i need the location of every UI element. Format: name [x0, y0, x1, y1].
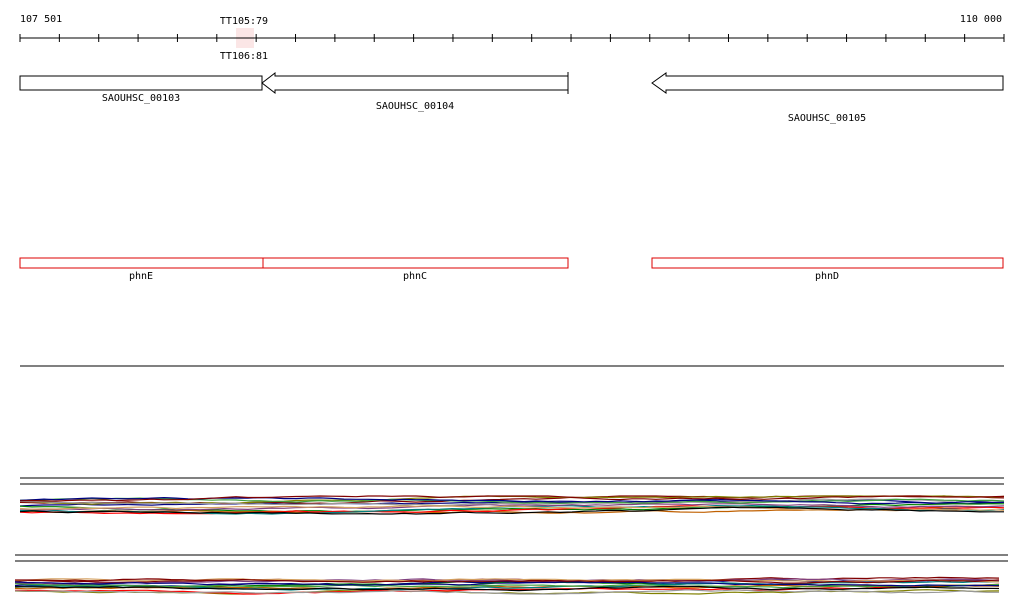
coverage-line [19, 502, 1005, 511]
marker-label: TT105:79 [220, 16, 268, 27]
marker-label: TT106:81 [220, 51, 268, 62]
coverage-line [19, 505, 1005, 515]
coverage-line [19, 506, 1004, 515]
coverage-tracks [14, 495, 1005, 595]
feature-box [262, 257, 569, 269]
gene-label: SAOUHSC_00104 [376, 101, 454, 112]
feature-label: phnD [815, 271, 839, 282]
coverage-line [19, 498, 1005, 507]
gene-label: SAOUHSC_00105 [788, 113, 866, 124]
coverage-line [14, 583, 1000, 595]
feature-box [19, 257, 264, 269]
coverage-line [14, 589, 999, 595]
ruler-end: 110 000 [960, 14, 1002, 25]
feature-label: phnC [403, 271, 427, 282]
coverage-line [19, 495, 1005, 502]
ruler-ticks [19, 34, 1005, 42]
gene-label: SAOUHSC_00103 [102, 93, 180, 104]
coverage-line [14, 583, 1000, 589]
gene-arrow [19, 75, 263, 91]
feature-label: phnE [129, 271, 153, 282]
coverage-line [15, 578, 1000, 584]
gene-arrow [261, 71, 569, 95]
gene-arrow [651, 72, 1004, 94]
feature-box [651, 257, 1004, 269]
ruler-start: 107 501 [20, 14, 62, 25]
coverage-line [14, 585, 1000, 592]
coverage-line [19, 496, 1005, 505]
